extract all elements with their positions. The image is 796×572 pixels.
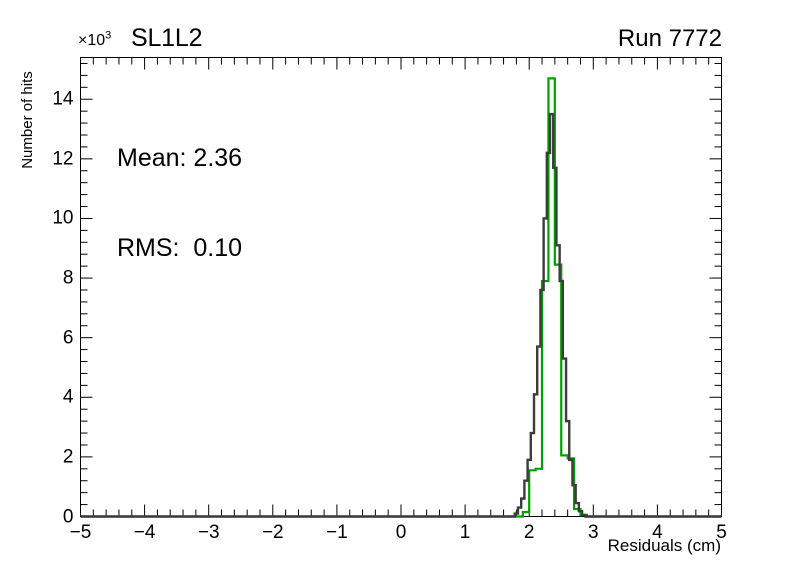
x-tick-label: −1	[326, 521, 348, 543]
data-series-group	[80, 77, 722, 518]
x-tick-label: 5	[716, 521, 727, 543]
x-tick-label: 2	[523, 521, 535, 543]
series-dark-histogram	[80, 112, 722, 518]
x-tick-label: 0	[395, 521, 407, 543]
x-tick-label: 4	[652, 521, 663, 543]
y-tick-label: 12	[52, 148, 74, 170]
plot-frame	[80, 57, 722, 517]
stats-mean: Mean: 2.36	[117, 144, 243, 172]
page-title: SL1L2	[131, 24, 203, 52]
y-axis-ticks	[80, 62, 722, 517]
y-axis-title-text: Number of hits	[19, 71, 36, 169]
series-green-histogram	[80, 77, 722, 518]
x-tick-label: −3	[197, 521, 220, 543]
y-tick-label: 6	[62, 327, 74, 349]
run-label: Run 7772	[617, 25, 722, 52]
y-tick-label: 14	[52, 88, 74, 110]
x-tick-label: 3	[588, 521, 599, 543]
stats-box: Mean: 2.36 RMS: 0.10	[117, 83, 242, 293]
y-tick-label: 0	[62, 506, 74, 527]
x-tick-label: −4	[133, 521, 156, 543]
y-axis-exponent-prefix: ×10	[78, 32, 106, 49]
x-axis-title: Residuals (cm)	[607, 536, 721, 555]
x-tick-label: 1	[459, 521, 471, 543]
y-tick-label: 4	[62, 386, 74, 408]
x-tick-label: −2	[261, 521, 284, 543]
y-axis-exponent-power: 3	[105, 29, 112, 42]
x-tick-label: −5	[69, 521, 92, 543]
stats-rms: RMS: 0.10	[117, 234, 243, 262]
y-tick-label: 8	[62, 267, 74, 289]
y-axis-exponent: ×103	[78, 29, 112, 49]
y-tick-label: 10	[52, 207, 74, 229]
y-tick-label: 2	[62, 446, 74, 468]
